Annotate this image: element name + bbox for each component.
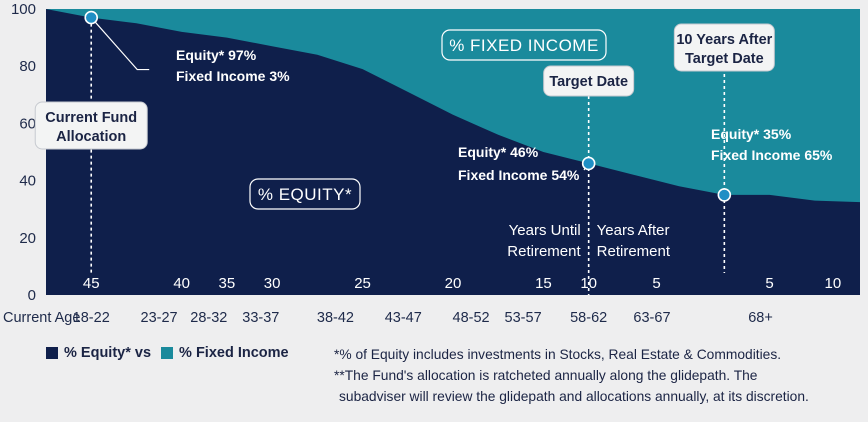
allocation-marker (717, 188, 732, 202)
footnote-subadviser: subadviser will review the glidepath and… (339, 389, 809, 404)
phase-until-label: Retirement (507, 243, 581, 260)
callout-ten-years-after-box (673, 23, 775, 72)
equity-annotation: Equity* 97% (176, 47, 257, 63)
age-group-label: 33-37 (242, 310, 279, 326)
years-until-label: 40 (173, 275, 190, 292)
fixed-income-annotation: Fixed Income 3% (176, 68, 290, 84)
legend-swatch-fixed (161, 347, 174, 359)
equity-region-label: % EQUITY* (249, 178, 361, 210)
fixed-income-annotation: Fixed Income 54% (458, 167, 580, 183)
age-group-label: 23-27 (141, 310, 178, 326)
footnote-ratchet: **The Fund's allocation is ratcheted ann… (334, 368, 758, 383)
age-group-label: 63-67 (633, 310, 670, 326)
years-until-label: 10 (580, 275, 597, 292)
callout-current-allocation: Current Fund Allocation (34, 101, 148, 150)
equity-region-label-text: % EQUITY* (258, 185, 352, 204)
age-group-label: 68+ (748, 310, 773, 326)
footnotes: *% of Equity includes investments in Sto… (334, 344, 864, 407)
age-group-label: 28-32 (190, 310, 227, 326)
x-axis-label: Current Age (3, 310, 80, 326)
footnote-equity-definition: *% of Equity includes investments in Sto… (334, 347, 782, 362)
y-tick-label: 60 (19, 115, 36, 132)
callout-ten-years-after: 10 Years After Target Date (673, 23, 775, 72)
phase-until-label: Years Until (509, 222, 581, 239)
y-tick-label: 20 (19, 230, 36, 247)
legend-label-fixed: % Fixed Income (179, 345, 289, 361)
age-group-label: 18-22 (73, 310, 110, 326)
years-after-label: 5 (765, 275, 773, 292)
callout-ten-years-after-text: 10 Years After (676, 32, 772, 48)
phase-after-label: Years After (597, 222, 670, 239)
years-until-label: 35 (219, 275, 236, 292)
y-tick-label: 100 (11, 1, 36, 18)
chart-labels: 100 80 60 40 20 0 45 40 35 30 25 20 15 10 5 5 10 Current … (3, 1, 841, 326)
age-group-label: 43-47 (385, 310, 422, 326)
callout-target-date-box (543, 65, 635, 97)
equity-annotation: Equity* 46% (458, 144, 539, 160)
callout-target-date: Target Date (543, 65, 635, 97)
years-after-label: 10 (825, 275, 842, 292)
equity-area (46, 9, 860, 295)
callout-current-allocation-text: Allocation (56, 129, 126, 145)
phase-after-label: Retirement (597, 243, 671, 260)
age-group-label: 53-57 (505, 310, 542, 326)
years-until-label: 5 (652, 275, 660, 292)
fixed-region-label-text: % FIXED INCOME (449, 36, 599, 55)
fixed-income-annotation: Fixed Income 65% (711, 147, 833, 163)
legend: % Equity* vs % Fixed Income (46, 345, 289, 361)
y-tick-label: 80 (19, 58, 36, 75)
equity-annotation: Equity* 35% (711, 126, 792, 142)
allocation-marker (581, 156, 596, 171)
age-group-label: 48-52 (453, 310, 490, 326)
callout-target-date-text: Target Date (549, 74, 628, 90)
age-group-label: 58-62 (570, 310, 607, 326)
glidepath-chart: 100 80 60 40 20 0 45 40 35 30 25 20 15 10 5 5 10 Current … (3, 1, 860, 326)
equity-region-label-border (249, 178, 361, 210)
years-until-label: 15 (535, 275, 552, 292)
callout-current-allocation-box (34, 101, 148, 150)
fixed-region-label-border (441, 29, 607, 61)
chart-guides (84, 10, 732, 295)
years-until-label: 20 (445, 275, 462, 292)
years-until-label: 25 (354, 275, 371, 292)
age-group-label: 38-42 (317, 310, 354, 326)
y-tick-label: 0 (28, 287, 36, 304)
allocation-marker (84, 10, 99, 25)
callout-ten-years-after-text: Target Date (685, 51, 764, 67)
leader-line (90, 17, 150, 71)
fixed-region-label: % FIXED INCOME (441, 29, 607, 61)
callout-current-allocation-text: Current Fund (45, 110, 137, 126)
legend-swatch-equity (46, 347, 58, 359)
years-until-label: 45 (83, 275, 100, 292)
years-until-label: 30 (264, 275, 281, 292)
legend-label-equity: % Equity* vs (64, 345, 152, 361)
y-tick-label: 40 (19, 173, 36, 190)
